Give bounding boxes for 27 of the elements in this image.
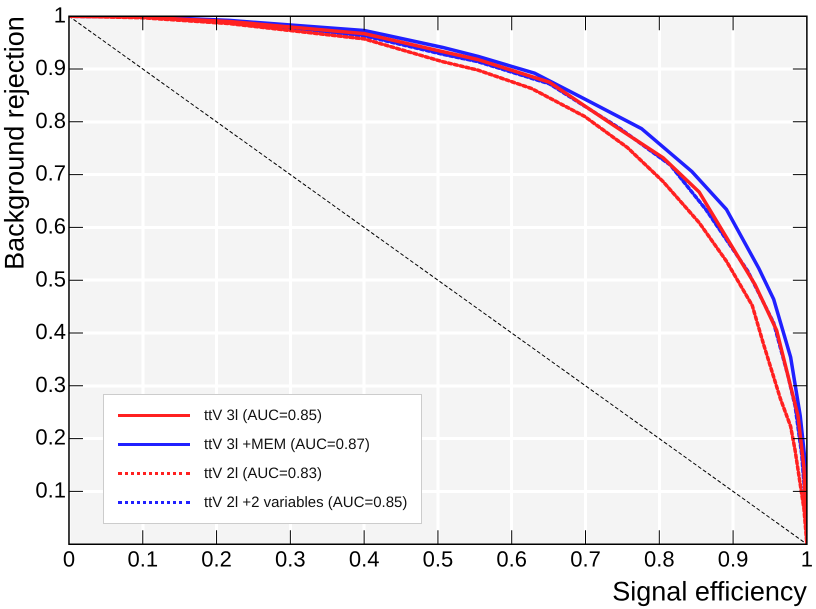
legend-label: ttV 2l +2 variables (AUC=0.85): [204, 494, 408, 512]
y-tick-label: 0.8: [35, 108, 66, 133]
y-tick-label: 0.1: [35, 477, 66, 502]
y-tick-label: 1: [54, 2, 66, 28]
x-tick-label: 0.6: [496, 546, 528, 572]
x-tick-label: 1: [800, 546, 814, 572]
x-tick-label: 0.5: [422, 546, 454, 572]
x-tick-label: 0.8: [644, 546, 675, 572]
x-tick-label: 0.7: [570, 546, 601, 572]
y-tick-label: 0.5: [35, 266, 66, 292]
x-tick-label: 0.1: [127, 546, 158, 572]
x-tick-label: 0.2: [201, 546, 232, 572]
y-tick-label: 0.4: [35, 319, 66, 344]
x-axis-title: Signal efficiency: [612, 576, 808, 606]
legend-label: ttV 2l (AUC=0.83): [204, 465, 322, 482]
x-tick-label: 0.4: [348, 546, 380, 572]
x-tick-label: 0: [62, 546, 76, 572]
legend-label: ttV 3l +MEM (AUC=0.87): [204, 436, 370, 454]
y-tick-label: 0.9: [35, 55, 66, 80]
y-axis-title: Background rejection: [0, 16, 30, 270]
y-tick-label: 0.7: [35, 160, 66, 186]
x-tick-label: 0.3: [275, 546, 306, 572]
y-tick-label: 0.2: [35, 424, 66, 450]
legend-label: ttV 3l (AUC=0.85): [204, 407, 322, 424]
y-tick-label: 0.3: [35, 372, 66, 397]
x-tick-label: 0.9: [718, 546, 748, 572]
y-tick-label: 0.6: [35, 213, 66, 238]
